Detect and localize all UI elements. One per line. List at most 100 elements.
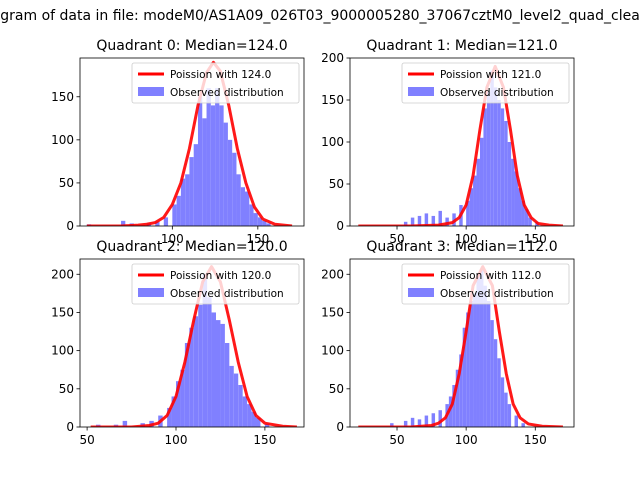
histogram-bar: [483, 285, 487, 427]
histogram-bar: [180, 369, 185, 427]
histogram-bar: [514, 171, 518, 226]
histogram-bar: [227, 139, 233, 226]
x-tick-label: 50: [389, 433, 404, 447]
histogram-bar: [514, 415, 518, 427]
histogram-bar: [490, 320, 494, 427]
histogram-bar: [155, 221, 160, 226]
x-tick-label: 150: [246, 232, 269, 246]
histogram-bar: [417, 215, 422, 226]
histogram-bar: [479, 270, 484, 427]
y-tick-label: 100: [321, 135, 344, 149]
histogram-bar: [215, 88, 220, 226]
legend-bar-swatch: [408, 288, 434, 297]
histogram-bar: [172, 204, 177, 226]
x-tick-label: 100: [161, 232, 184, 246]
histogram-bar: [462, 327, 467, 427]
histogram-bar: [245, 191, 250, 226]
y-tick-label: 50: [59, 176, 74, 190]
y-tick-label: 100: [51, 344, 74, 358]
histogram-bar: [518, 188, 522, 226]
histogram-bar: [490, 70, 494, 226]
histogram-bar: [524, 209, 529, 226]
histogram-bar: [257, 217, 263, 226]
histogram-bar: [497, 358, 501, 427]
histogram-bar: [390, 423, 394, 427]
histogram-bar: [167, 407, 172, 427]
histogram-bar: [176, 381, 181, 427]
histogram-bar: [122, 420, 128, 427]
histogram-bar: [247, 404, 252, 427]
legend-observed-label: Observed distribution: [170, 87, 284, 99]
y-tick-label: 200: [321, 51, 344, 65]
histogram-bar: [500, 377, 505, 427]
quadrant-3-panel: 50 100 150 0 50 100 150 200 Quadrant 3: Median=1…: [321, 239, 575, 447]
histogram-bar: [262, 220, 267, 226]
legend-observed-label: Observed distribution: [170, 288, 284, 300]
histogram-bar: [232, 152, 237, 226]
axes-frame: [79, 57, 305, 227]
histogram-bar: [189, 157, 194, 226]
x-tick-label: 100: [455, 232, 478, 246]
histogram-bar: [493, 87, 498, 226]
histogram-bar: [216, 320, 221, 427]
histogram-bar: [236, 174, 241, 226]
histogram-bar: [249, 204, 254, 226]
histogram-bar: [171, 396, 176, 427]
histogram-bar: [528, 217, 532, 226]
histogram-bar: [121, 220, 126, 226]
quadrant-2-plot-area: [90, 265, 297, 427]
histogram-bar: [448, 396, 453, 427]
x-tick-label: 50: [79, 433, 94, 447]
histogram-bar: [256, 417, 261, 427]
histogram-bar: [507, 404, 512, 427]
histogram-bar: [240, 187, 246, 226]
histogram-bar: [521, 423, 525, 427]
histogram-bar: [493, 339, 498, 427]
y-tick-label: 150: [51, 305, 74, 319]
histogram-bar: [459, 354, 463, 427]
y-tick-label: 100: [51, 133, 74, 147]
legend-poisson-label: Poission with 112.0: [440, 270, 541, 282]
histogram-bar: [211, 312, 216, 427]
histogram-bar: [497, 100, 501, 226]
legend: Poission with 112.0 Observed distribution: [401, 263, 570, 305]
histogram-bar: [424, 415, 429, 427]
histogram-bar: [410, 217, 415, 226]
y-tick-label: 50: [329, 177, 344, 191]
axes-frame: [349, 258, 575, 428]
y-tick-label: 0: [66, 420, 74, 434]
histogram-bar: [202, 274, 208, 427]
histogram-bar: [185, 174, 190, 226]
histogram-bar: [266, 223, 271, 226]
y-tick-label: 150: [321, 305, 344, 319]
histogram-bar: [479, 137, 484, 226]
histogram-bar: [251, 411, 256, 427]
y-tick-label: 150: [321, 93, 344, 107]
histogram-bar: [206, 88, 211, 226]
histogram-bar: [176, 195, 181, 226]
quadrant-3-plot-area: [358, 265, 563, 427]
histogram-bar: [469, 301, 474, 427]
histogram-bar: [410, 417, 415, 427]
axes-frame: [79, 258, 305, 428]
histogram-bar: [238, 385, 243, 427]
histogram-bar: [233, 373, 239, 427]
quadrant-title: Quadrant 3: Median=112.0: [366, 239, 557, 255]
histogram-bar: [466, 312, 470, 427]
legend: Poission with 120.0 Observed distribution: [131, 263, 300, 305]
histogram-bar: [202, 118, 207, 226]
x-tick-label: 100: [165, 433, 188, 447]
histogram-bar: [500, 108, 505, 226]
histogram-bar: [184, 343, 190, 427]
y-tick-label: 200: [51, 267, 74, 281]
histogram-bar: [469, 188, 474, 226]
y-tick-label: 0: [336, 219, 344, 233]
histogram-bar: [483, 108, 487, 226]
legend-box: [401, 62, 570, 104]
legend-bar-swatch: [138, 87, 164, 96]
x-tick-label: 150: [524, 232, 547, 246]
legend-poisson-label: Poission with 120.0: [170, 270, 271, 282]
y-tick-label: 150: [51, 90, 74, 104]
y-tick-label: 0: [66, 219, 74, 233]
histogram-bar: [220, 323, 225, 427]
